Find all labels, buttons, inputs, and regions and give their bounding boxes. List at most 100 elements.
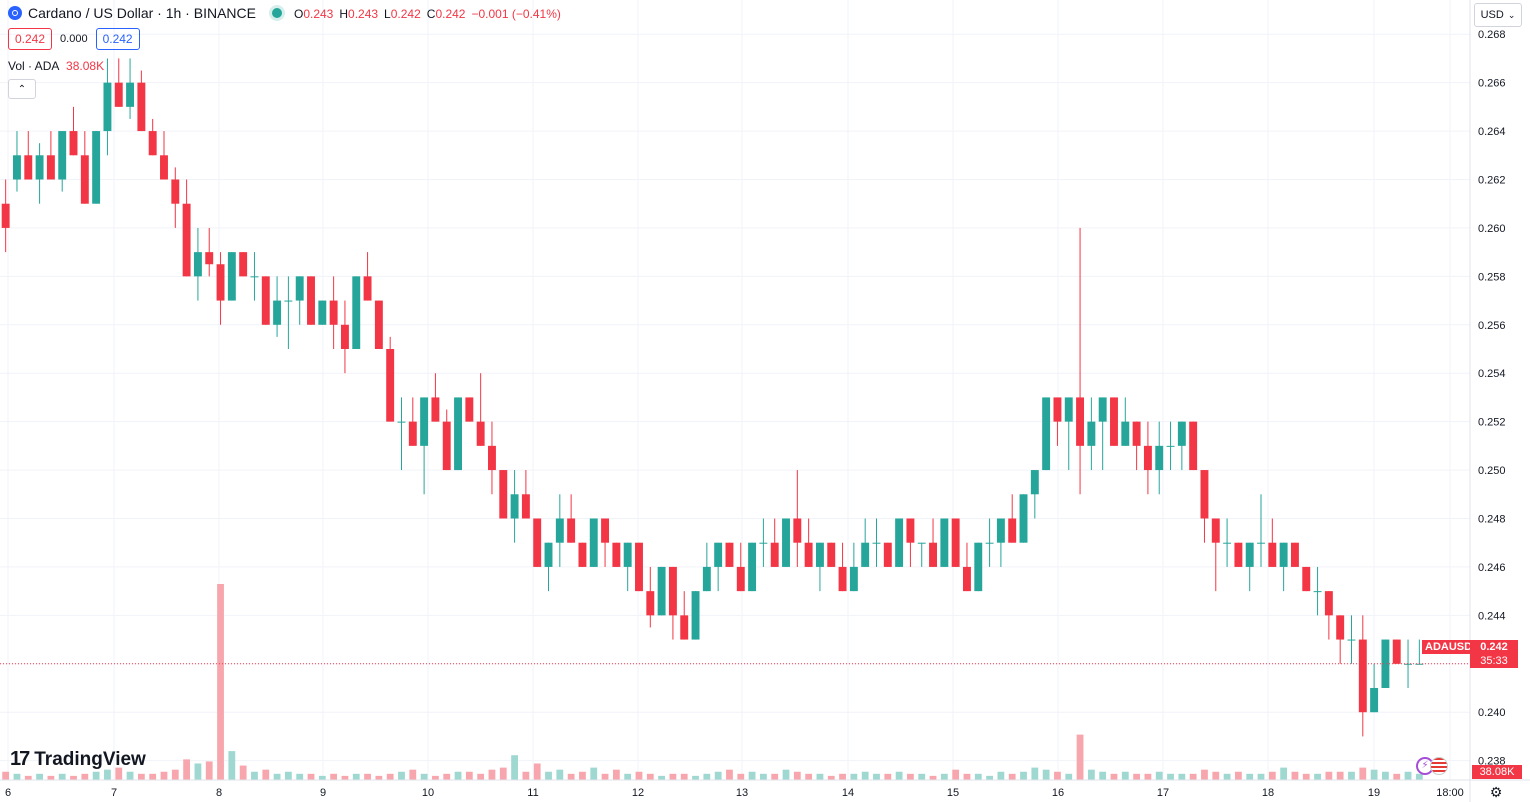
candle-body — [295, 276, 304, 301]
candle — [329, 276, 338, 349]
candle — [815, 542, 824, 592]
time-scale[interactable]: 6 7 8 9 10 11 12 13 14 15 16 17 18 19 18:00 — [0, 779, 1530, 799]
candle — [46, 131, 55, 180]
candle-body — [205, 252, 214, 265]
candle — [13, 131, 21, 192]
volume-bar — [511, 755, 518, 780]
volume-legend[interactable]: Vol · ADA 38.08K — [8, 59, 104, 73]
volume-bar — [1065, 773, 1073, 780]
candle — [1155, 421, 1164, 495]
candle-body — [160, 155, 168, 180]
candle-body — [499, 470, 508, 519]
candle — [363, 252, 372, 301]
volume-bar — [907, 773, 914, 780]
candle — [1166, 421, 1175, 471]
time-tick-label: 16 — [1052, 787, 1064, 799]
candle-body — [646, 591, 655, 616]
candle — [408, 397, 417, 446]
candle-body — [1234, 542, 1243, 567]
candle — [804, 518, 813, 567]
bar-countdown-label: 35:33 — [1470, 654, 1518, 668]
volume-bar — [1280, 767, 1288, 780]
volume-bar — [205, 761, 213, 780]
candle — [1008, 494, 1017, 543]
volume-bar — [624, 773, 632, 780]
volume-bar — [149, 773, 157, 780]
candle-body — [759, 542, 768, 544]
ohlc-value: 0.242 — [435, 7, 466, 21]
volume-bar — [1246, 773, 1254, 780]
candle — [646, 566, 655, 628]
price-tick-label: 0.238 — [1478, 756, 1506, 768]
candle-body — [58, 131, 67, 180]
candle — [1019, 494, 1028, 543]
candle — [1087, 397, 1096, 471]
candle-body — [1042, 397, 1051, 471]
candle — [533, 518, 542, 567]
candle-body — [1189, 421, 1198, 471]
volume-bar — [771, 773, 779, 780]
time-tick-label: 11 — [527, 787, 538, 799]
candle — [1177, 421, 1186, 471]
price-tick-label: 0.252 — [1478, 417, 1506, 429]
chevron-up-icon: ⌃ — [17, 83, 27, 95]
candle-body — [917, 542, 926, 544]
currency-label: USD — [1480, 9, 1504, 21]
candle-body — [702, 566, 711, 592]
candle — [1370, 663, 1379, 713]
volume-bar — [714, 771, 722, 780]
volume-bar — [1235, 771, 1242, 780]
volume-bar — [70, 775, 77, 780]
candle-body — [1064, 397, 1073, 422]
volume-bar — [36, 773, 43, 780]
volume-bar — [47, 775, 55, 780]
candle — [1121, 397, 1130, 446]
price-tick-label: 0.240 — [1478, 707, 1506, 719]
sell-price-button[interactable]: 0.242 — [8, 28, 53, 50]
candle-body — [1358, 639, 1367, 713]
volume-bar — [1144, 773, 1152, 780]
last-price-label: 0.242 — [1470, 640, 1518, 654]
candle-body — [69, 131, 78, 156]
gear-icon[interactable]: ⚙ — [1489, 784, 1503, 800]
candle — [1257, 494, 1265, 567]
volume-bar — [567, 773, 575, 780]
candle-body — [578, 542, 587, 567]
volume-bar — [816, 773, 824, 780]
collapse-legend-button[interactable]: ⌃ — [8, 79, 36, 99]
candle — [827, 542, 836, 567]
candle — [261, 276, 270, 325]
symbol-legend[interactable]: Cardano / US Dollar · 1h · BINANCE O0.24… — [8, 5, 567, 21]
currency-button[interactable]: USD ⌄ — [1474, 3, 1522, 27]
candle-body — [793, 518, 802, 543]
price-scale[interactable]: 0.268 0.266 0.264 0.262 0.260 0.258 0.256 0.254… — [1469, 0, 1506, 802]
cardano-logo-icon — [8, 6, 22, 20]
time-tick-label: 14 — [842, 787, 854, 799]
candle — [544, 542, 553, 592]
volume-bar — [726, 769, 733, 780]
candle-body — [80, 155, 89, 204]
candle-body — [736, 566, 745, 592]
price-tick-label: 0.250 — [1478, 465, 1506, 477]
volume-bar — [1099, 771, 1107, 780]
candle-body — [227, 252, 236, 301]
volume-bar — [285, 771, 292, 780]
candle — [137, 70, 146, 132]
volume-bar — [952, 769, 960, 780]
candle — [386, 336, 395, 422]
volume-bar — [171, 769, 179, 780]
us-flag-icon[interactable] — [1430, 757, 1448, 775]
candle-body — [126, 82, 135, 107]
symbol-title[interactable]: Cardano / US Dollar · 1h · BINANCE — [28, 5, 256, 21]
candle — [499, 470, 508, 519]
candle-body — [521, 494, 530, 519]
candle — [1189, 421, 1198, 471]
candle-body — [510, 494, 519, 519]
candle — [295, 276, 304, 325]
tradingview-logo[interactable]: 17 TradingView — [10, 748, 146, 771]
buy-price-button[interactable]: 0.242 — [95, 28, 140, 50]
event-icons[interactable]: ⚡ — [1416, 757, 1448, 775]
candle-body — [1313, 591, 1322, 593]
volume-bar — [1155, 771, 1163, 780]
